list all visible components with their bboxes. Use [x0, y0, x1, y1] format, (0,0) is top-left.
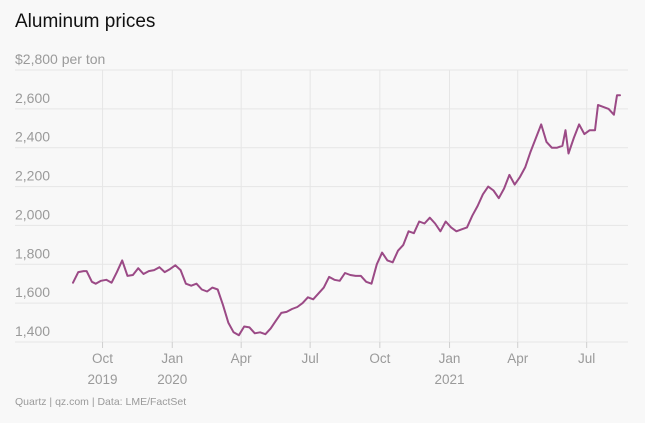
- y-tick-label: 2,600: [15, 90, 50, 106]
- y-tick-label: $2,800 per ton: [15, 51, 105, 67]
- y-tick-label: 2,200: [15, 168, 50, 184]
- source-note: Quartz | qz.com | Data: LME/FactSet: [15, 396, 187, 408]
- y-axis: $2,800 per ton 2,600 2,400 2,200 2,000 1,800 1…: [15, 51, 105, 339]
- y-tick-label: 1,800: [15, 245, 50, 261]
- x-tick-year-label: 2021: [435, 372, 465, 387]
- y-tick-label: 2,400: [15, 129, 50, 145]
- y-tick-label: 1,600: [15, 284, 50, 300]
- x-axis: Oct 2019 Jan 2020 Apr Jul Oct Jan 2021 Apr Jul: [88, 342, 595, 387]
- x-tick-label: Oct: [369, 351, 390, 366]
- x-tick-label: Oct: [92, 351, 113, 366]
- y-tick-label: 1,400: [15, 323, 50, 339]
- x-tick-label: Jan: [439, 351, 461, 366]
- y-tick-label: 2,000: [15, 206, 50, 222]
- series-line-aluminum-price: [72, 94, 621, 337]
- chart-title: Aluminum prices: [15, 11, 156, 32]
- series-layer: [72, 94, 621, 337]
- x-tick-label: Apr: [231, 351, 253, 366]
- x-tick-label: Jul: [302, 351, 319, 366]
- x-tick-label: Jul: [578, 351, 595, 366]
- x-tick-label: Apr: [507, 351, 529, 366]
- gridlines: [15, 69, 628, 343]
- x-tick-year-label: 2020: [157, 372, 187, 387]
- x-tick-year-label: 2019: [88, 372, 118, 387]
- x-tick-label: Jan: [161, 351, 183, 366]
